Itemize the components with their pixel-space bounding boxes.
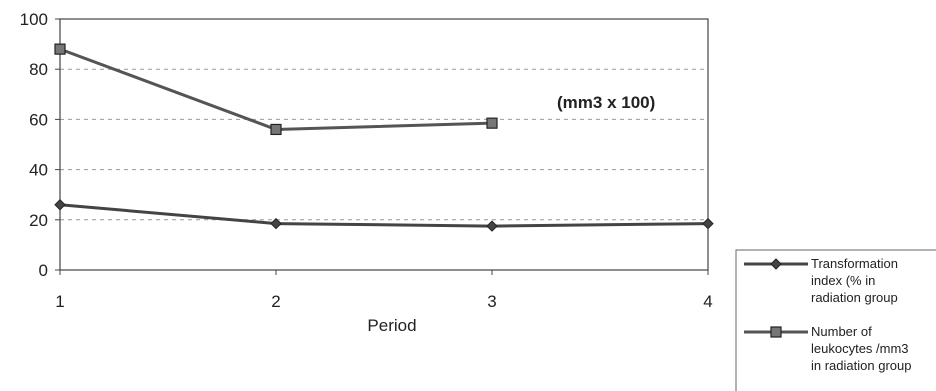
x-tick-label-4: 4 (703, 292, 712, 311)
legend-marker-0 (770, 258, 782, 270)
y-tick-label-60: 60 (29, 110, 48, 129)
unit-annotation: (mm3 x 100) (557, 93, 655, 112)
legend-label-0-line-2: index (% in (811, 273, 875, 288)
legend-label-0-line-1: Transformation (811, 256, 898, 271)
x-axis-title: Period (367, 316, 416, 335)
y-tick-label-40: 40 (29, 161, 48, 180)
series-1-line (59, 47, 493, 131)
plot-area-frame (59, 18, 709, 271)
series-1-point-3 (486, 117, 498, 129)
y-tick-label-20: 20 (29, 211, 48, 230)
series-1-point-1 (54, 43, 66, 55)
legend-marker-1 (770, 326, 782, 338)
legend: Transformation index (% in radiation group… (735, 249, 936, 391)
series-0-line (59, 203, 709, 228)
grid-lines (60, 68, 708, 221)
x-tick-label-2: 2 (271, 292, 280, 311)
y-tick-label-80: 80 (29, 60, 48, 79)
series-0-point-1 (54, 199, 66, 211)
legend-box (735, 249, 936, 391)
legend-label-0-line-3: radiation group (811, 290, 898, 305)
legend-label-1-line-2: leukocytes /mm3 (811, 341, 909, 356)
y-tick-label-100: 100 (20, 10, 48, 29)
data-series (54, 43, 714, 232)
legend-label-1-line-1: Number of (811, 324, 872, 339)
x-axis-ticks: 1 2 3 4 (55, 270, 713, 311)
legend-label-1-line-3: in radiation group (811, 358, 911, 373)
series-0-point-2 (270, 217, 282, 230)
x-tick-label-1: 1 (55, 292, 64, 311)
y-axis-ticks: 0 20 40 60 80 100 (20, 10, 60, 280)
series-1-point-2 (270, 123, 282, 136)
series-0-point-3 (486, 220, 498, 232)
x-tick-label-3: 3 (487, 292, 496, 311)
y-tick-label-0: 0 (39, 261, 48, 280)
series-0-point-4 (702, 217, 714, 230)
